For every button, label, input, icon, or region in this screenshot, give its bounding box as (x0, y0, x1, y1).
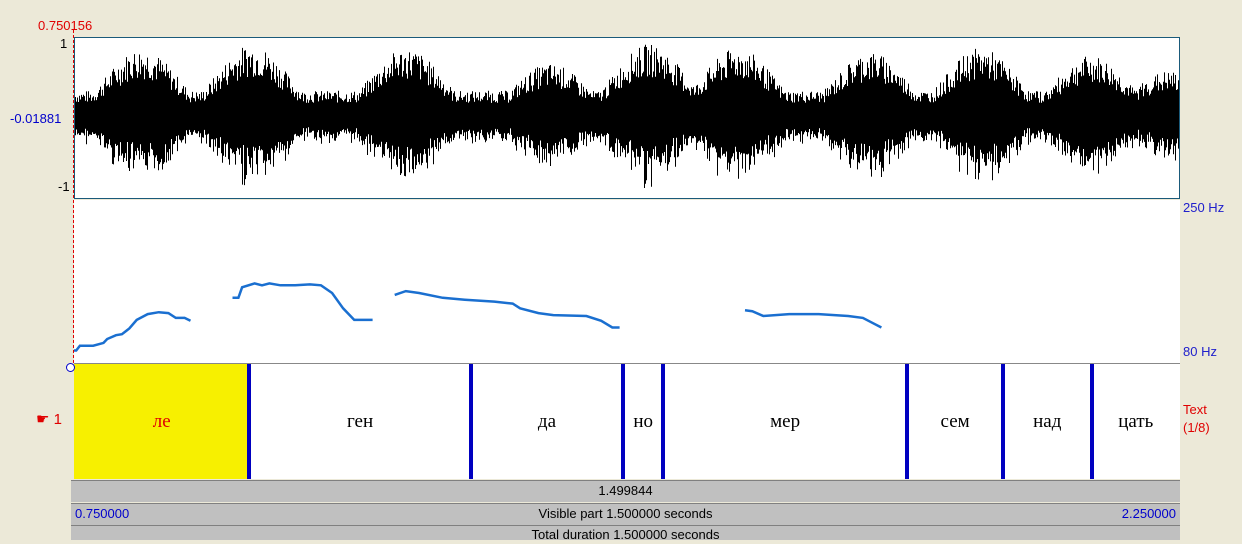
tier-interval[interactable]: над (1003, 364, 1091, 479)
tier-boundary[interactable] (621, 364, 626, 479)
tier-name: Text (1/8) (1183, 401, 1210, 437)
pitch-max-label: 250 Hz (1183, 200, 1225, 215)
pitch-panel[interactable] (74, 200, 1180, 363)
text-tier[interactable]: ле ген да но мер сем над цать (74, 363, 1180, 479)
selection-duration: 1.499844 (598, 483, 653, 498)
visible-start-time: 0.750000 (75, 506, 130, 521)
tier-interval-count: (1/8) (1183, 420, 1210, 435)
tier-interval-text: да (537, 410, 557, 432)
tier-interval-text: над (1033, 410, 1062, 432)
tier-interval[interactable]: ген (249, 364, 470, 479)
tier-interval[interactable]: мер (663, 364, 907, 479)
waveform-signal (75, 44, 1179, 188)
tier-interval-text: ген (347, 410, 374, 432)
tier-interval-text: мер (770, 410, 801, 432)
tier-interval-text: но (633, 410, 654, 432)
pitch-contour-segment-1 (74, 310, 192, 352)
tier-interval[interactable]: цать (1092, 364, 1180, 479)
selection-duration-bar[interactable]: 1.499844 (71, 480, 1180, 502)
pitch-contour-segment-2 (232, 282, 373, 322)
tier-boundary[interactable] (1089, 364, 1094, 479)
tier-boundary[interactable] (468, 364, 473, 479)
pitch-contour-segment-3 (394, 289, 620, 329)
pitch-contour-segment-4 (744, 309, 882, 329)
tier-boundary[interactable] (1001, 364, 1006, 479)
visible-part-label: Visible part 1.500000 seconds (538, 506, 713, 521)
visible-part-bar[interactable]: 0.750000 Visible part 1.500000 seconds 2… (71, 503, 1180, 525)
tier-number[interactable]: ☛ 1 (36, 411, 62, 428)
waveform-max-label: 1 (60, 36, 68, 51)
tier-interval-text: ле (152, 410, 171, 432)
pitch-graph[interactable] (74, 200, 1180, 363)
total-duration-label: Total duration 1.500000 seconds (531, 527, 720, 542)
total-duration-bar[interactable]: Total duration 1.500000 seconds (71, 525, 1180, 542)
tier-interval[interactable]: ле (74, 364, 250, 479)
tier-interval[interactable]: сем (907, 364, 1003, 479)
tier-boundary[interactable] (247, 364, 252, 479)
pitch-min-label: 80 Hz (1183, 344, 1217, 359)
cursor-time-label: 0.750156 (38, 18, 93, 33)
tier-boundary-handle[interactable] (66, 363, 75, 372)
visible-end-time: 2.250000 (1121, 506, 1176, 521)
waveform-min-label: -1 (58, 179, 70, 194)
waveform-mid-label: -0.01881 (10, 111, 62, 126)
cursor-line (73, 30, 74, 363)
waveform-panel[interactable] (74, 37, 1180, 199)
tier-boundary[interactable] (661, 364, 666, 479)
tier-name-label: Text (1183, 402, 1207, 417)
tier-interval[interactable]: да (471, 364, 624, 479)
tier-interval[interactable]: но (623, 364, 663, 479)
tier-interval-text: цать (1118, 410, 1154, 432)
tier-interval-text: сем (940, 410, 970, 432)
waveform-graph[interactable] (75, 38, 1179, 198)
tier-boundary[interactable] (905, 364, 910, 479)
